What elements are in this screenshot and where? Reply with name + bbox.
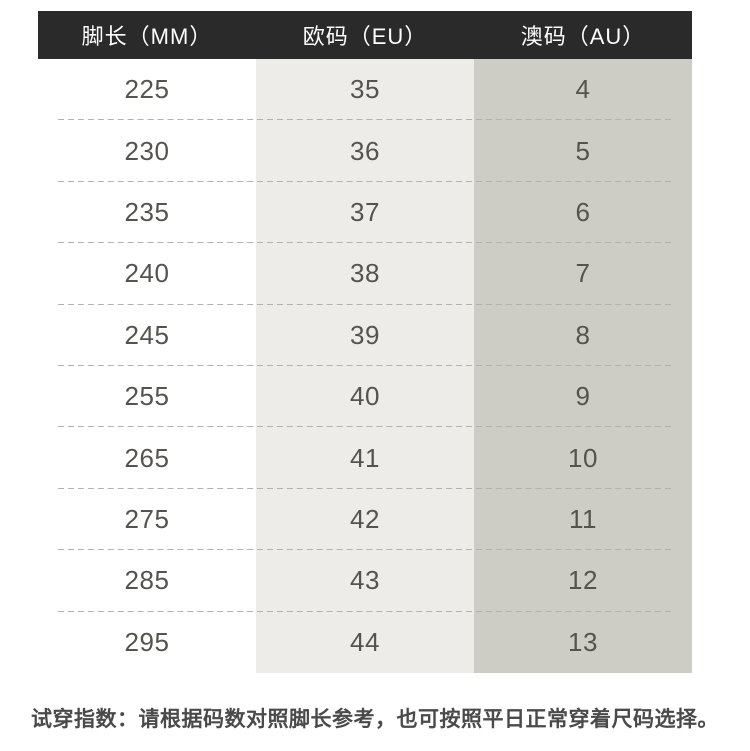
cell-foot-length: 230 (38, 120, 256, 182)
cell-eu-size: 41 (256, 427, 474, 489)
size-table: 脚长（MM） 欧码（EU） 澳码（AU） 225 35 4 230 36 5 235 37 6 2… (38, 11, 692, 673)
cell-eu-size: 36 (256, 120, 474, 182)
cell-foot-length: 255 (38, 365, 256, 428)
header-au-size: 澳码（AU） (520, 24, 646, 49)
cell-eu-size: 37 (256, 181, 474, 244)
cell-au-size: 7 (474, 243, 692, 305)
table-body: 225 35 4 230 36 5 235 37 6 240 38 7 245 39 8 255 40 9 265 4… (38, 59, 692, 673)
table-row: 230 36 5 (38, 120, 692, 183)
table-row: 240 38 7 (38, 243, 692, 306)
fitting-note: 试穿指数：请根据码数对照脚长参考，也可按照平日正常穿着尺码选择。 (31, 708, 719, 731)
cell-au-size: 5 (474, 120, 692, 182)
cell-eu-size: 35 (256, 59, 474, 121)
table-row: 245 39 8 (38, 304, 692, 367)
table-row: 295 44 13 (38, 611, 692, 673)
cell-eu-size: 40 (256, 365, 474, 428)
table-row: 275 42 11 (38, 488, 692, 552)
cell-au-size: 4 (474, 59, 692, 121)
header-foot-length-mm: 脚长（MM） (81, 24, 213, 49)
cell-foot-length: 235 (38, 181, 256, 244)
cell-eu-size: 39 (256, 304, 474, 366)
table-row: 225 35 4 (38, 59, 692, 122)
header-eu-size: 欧码（EU） (302, 24, 428, 49)
cell-foot-length: 240 (38, 243, 256, 305)
table-header: 脚长（MM） 欧码（EU） 澳码（AU） (38, 11, 692, 59)
cell-au-size: 11 (474, 488, 692, 551)
cell-foot-length: 275 (38, 488, 256, 551)
cell-au-size: 8 (474, 304, 692, 366)
cell-foot-length: 265 (38, 427, 256, 489)
cell-au-size: 13 (474, 611, 692, 673)
cell-eu-size: 43 (256, 550, 474, 612)
cell-foot-length: 225 (38, 59, 256, 121)
table-row: 235 37 6 (38, 181, 692, 245)
cell-au-size: 12 (474, 550, 692, 612)
cell-au-size: 9 (474, 365, 692, 428)
cell-foot-length: 295 (38, 611, 256, 673)
cell-eu-size: 42 (256, 488, 474, 551)
cell-eu-size: 44 (256, 611, 474, 673)
table-row: 265 41 10 (38, 427, 692, 490)
cell-foot-length: 285 (38, 550, 256, 612)
cell-au-size: 6 (474, 181, 692, 244)
table-row: 285 43 12 (38, 550, 692, 613)
table-row: 255 40 9 (38, 365, 692, 429)
cell-au-size: 10 (474, 427, 692, 489)
cell-foot-length: 245 (38, 304, 256, 366)
cell-eu-size: 38 (256, 243, 474, 305)
